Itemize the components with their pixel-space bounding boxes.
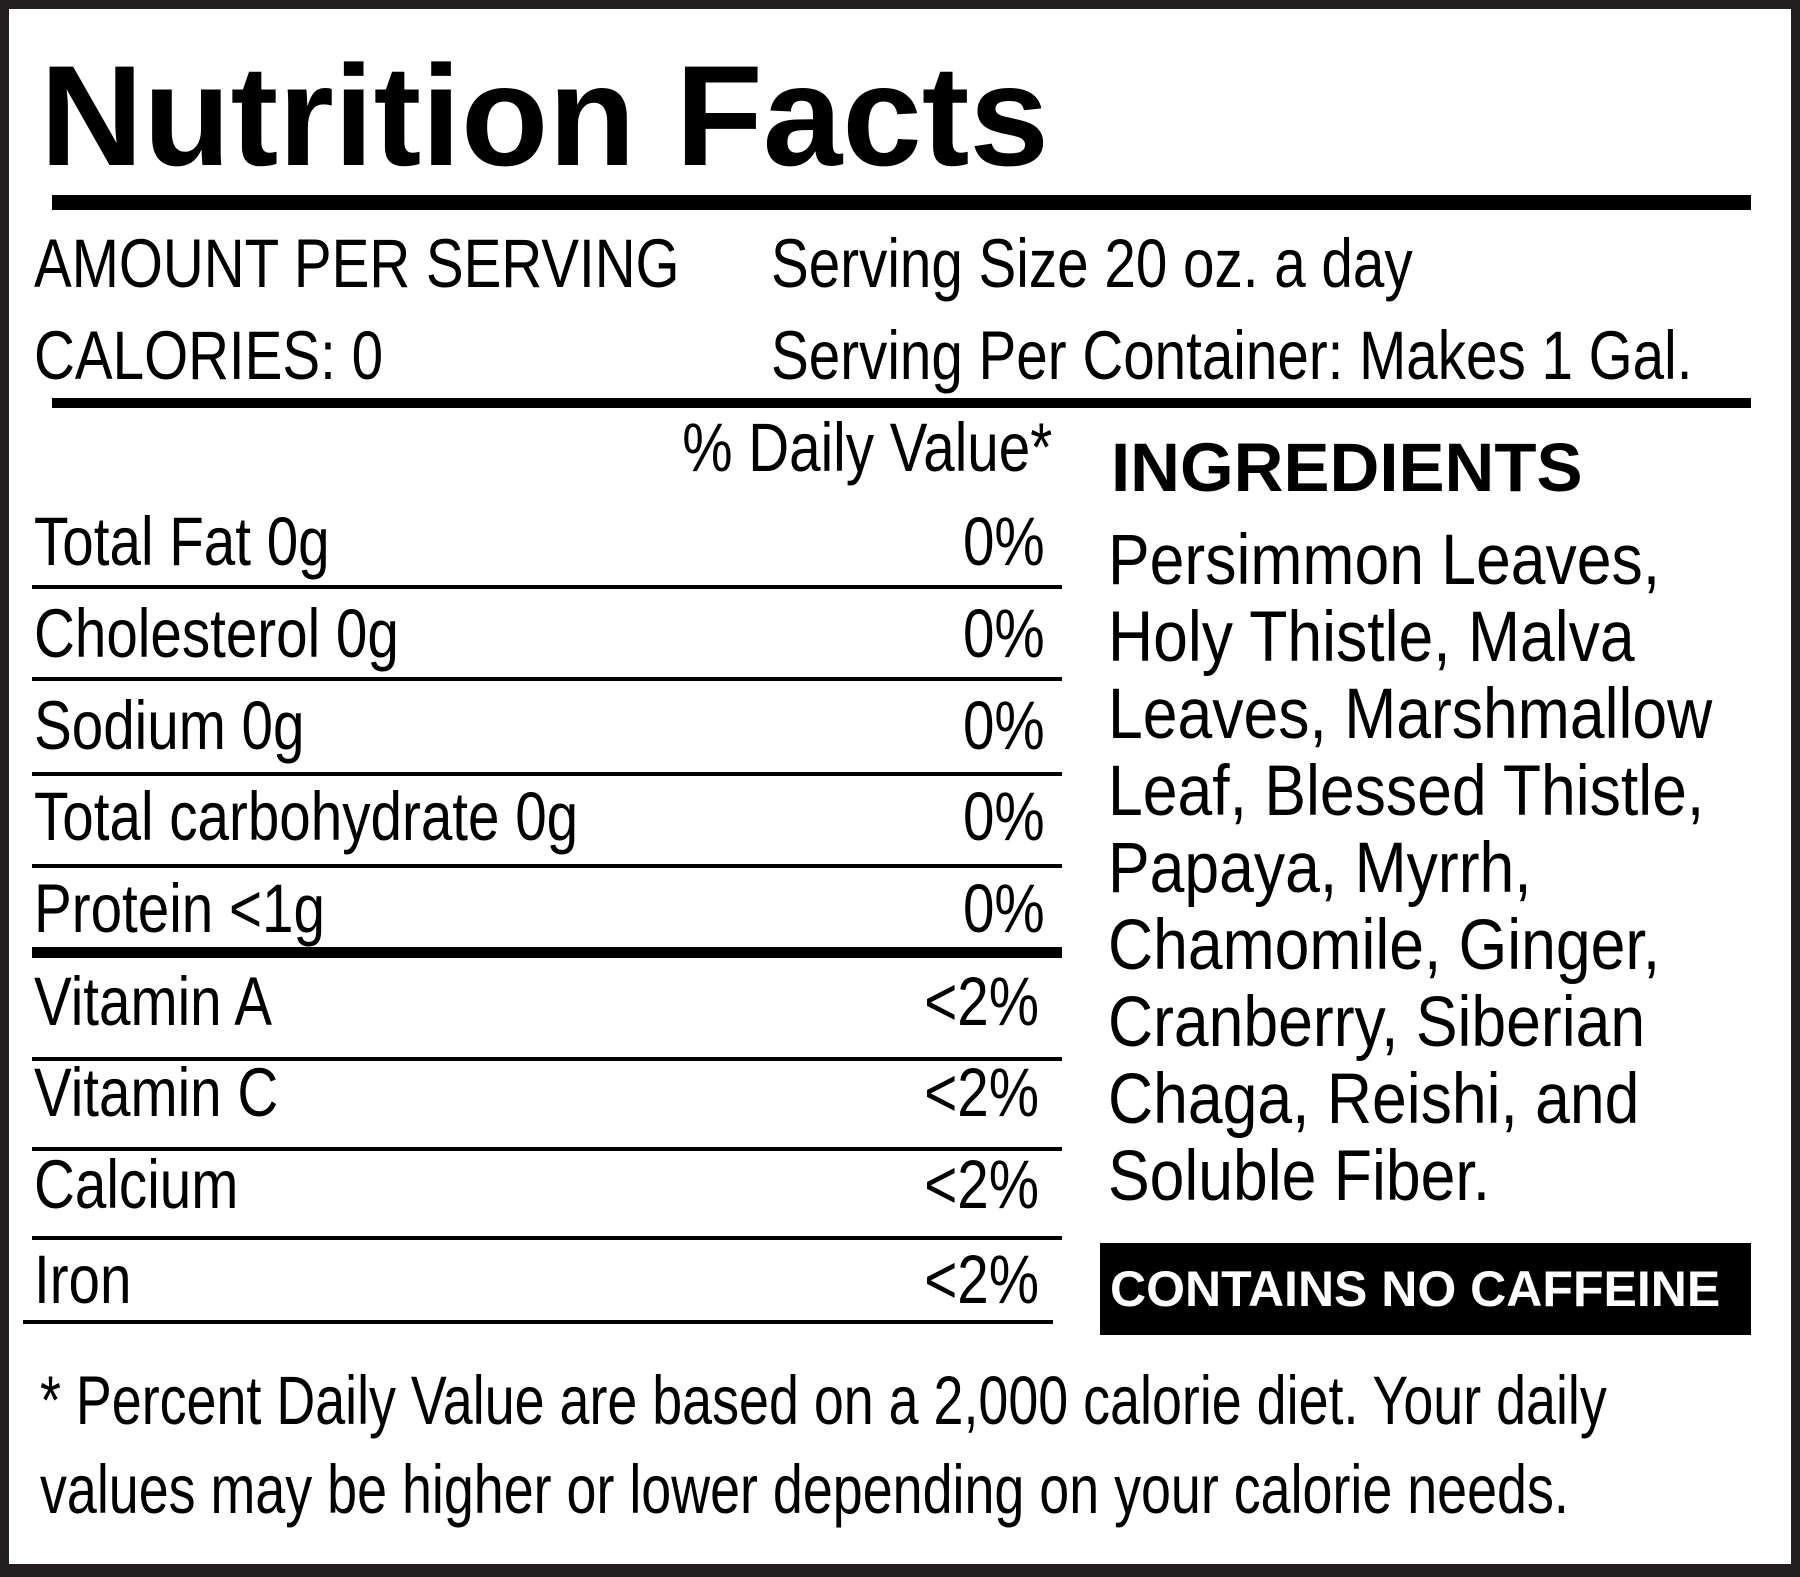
footnote-line-2: values may be higher or lower depending … — [40, 1451, 1569, 1528]
nutrient-daily-value: 0% — [963, 687, 1045, 764]
daily-value-header: % Daily Value* — [681, 409, 1052, 486]
nutrient-name: Vitamin A — [34, 963, 272, 1040]
row-divider — [32, 677, 1062, 681]
ingredients-line: Chamomile, Ginger, — [1108, 906, 1661, 985]
nutrient-name: Cholesterol 0g — [34, 595, 399, 672]
title: Nutrition Facts — [40, 37, 1049, 196]
row-divider — [32, 585, 1062, 589]
nutrient-daily-value: <2% — [924, 1146, 1039, 1223]
ingredients-line: Holy Thistle, Malva — [1108, 598, 1635, 677]
ingredients-heading: INGREDIENTS — [1111, 429, 1583, 506]
thick-rule — [52, 195, 1751, 210]
ingredients-line: Persimmon Leaves, — [1108, 521, 1661, 600]
nutrient-name: Total Fat 0g — [34, 503, 330, 580]
nutrient-daily-value: 0% — [963, 595, 1045, 672]
row-divider — [32, 1147, 1062, 1151]
nutrient-name: Vitamin C — [34, 1054, 279, 1131]
caffeine-badge-text: CONTAINS NO CAFFEINE — [1110, 1261, 1721, 1317]
nutrient-name: Iron — [34, 1241, 132, 1318]
row-divider — [32, 947, 1062, 958]
row-divider — [32, 1057, 1062, 1061]
nutrient-daily-value: <2% — [924, 1241, 1039, 1318]
row-divider — [32, 864, 1062, 868]
ingredients-line: Papaya, Myrrh, — [1108, 829, 1532, 908]
servings-per-container: Serving Per Container: Makes 1 Gal. — [771, 317, 1693, 394]
row-divider — [32, 772, 1062, 776]
nutrient-daily-value: <2% — [924, 1054, 1039, 1131]
ingredients-line: Leaves, Marshmallow — [1108, 675, 1713, 754]
ingredients-line: Soluble Fiber. — [1108, 1137, 1491, 1216]
nutrient-name: Calcium — [34, 1146, 239, 1223]
row-divider — [32, 1236, 1062, 1240]
amount-per-serving: AMOUNT PER SERVING — [34, 225, 680, 302]
row-divider — [23, 1320, 1053, 1324]
nutrient-name: Protein <1g — [34, 870, 325, 947]
serving-size: Serving Size 20 oz. a day — [771, 225, 1413, 302]
ingredients-line: Chaga, Reishi, and — [1108, 1060, 1640, 1139]
calories: CALORIES: 0 — [34, 317, 384, 394]
nutrient-daily-value: 0% — [963, 870, 1045, 947]
nutrient-daily-value: <2% — [924, 963, 1039, 1040]
nutrient-name: Sodium 0g — [34, 687, 305, 764]
nutrient-daily-value: 0% — [963, 503, 1045, 580]
nutrient-name: Total carbohydrate 0g — [34, 778, 579, 855]
rule — [52, 398, 1751, 408]
ingredients-line: Leaf, Blessed Thistle, — [1108, 752, 1705, 831]
caffeine-badge: CONTAINS NO CAFFEINE — [1100, 1243, 1751, 1335]
ingredients-line: Cranberry, Siberian — [1108, 983, 1646, 1062]
footnote-line-1: * Percent Daily Value are based on a 2,0… — [40, 1362, 1607, 1439]
nutrient-daily-value: 0% — [963, 778, 1045, 855]
